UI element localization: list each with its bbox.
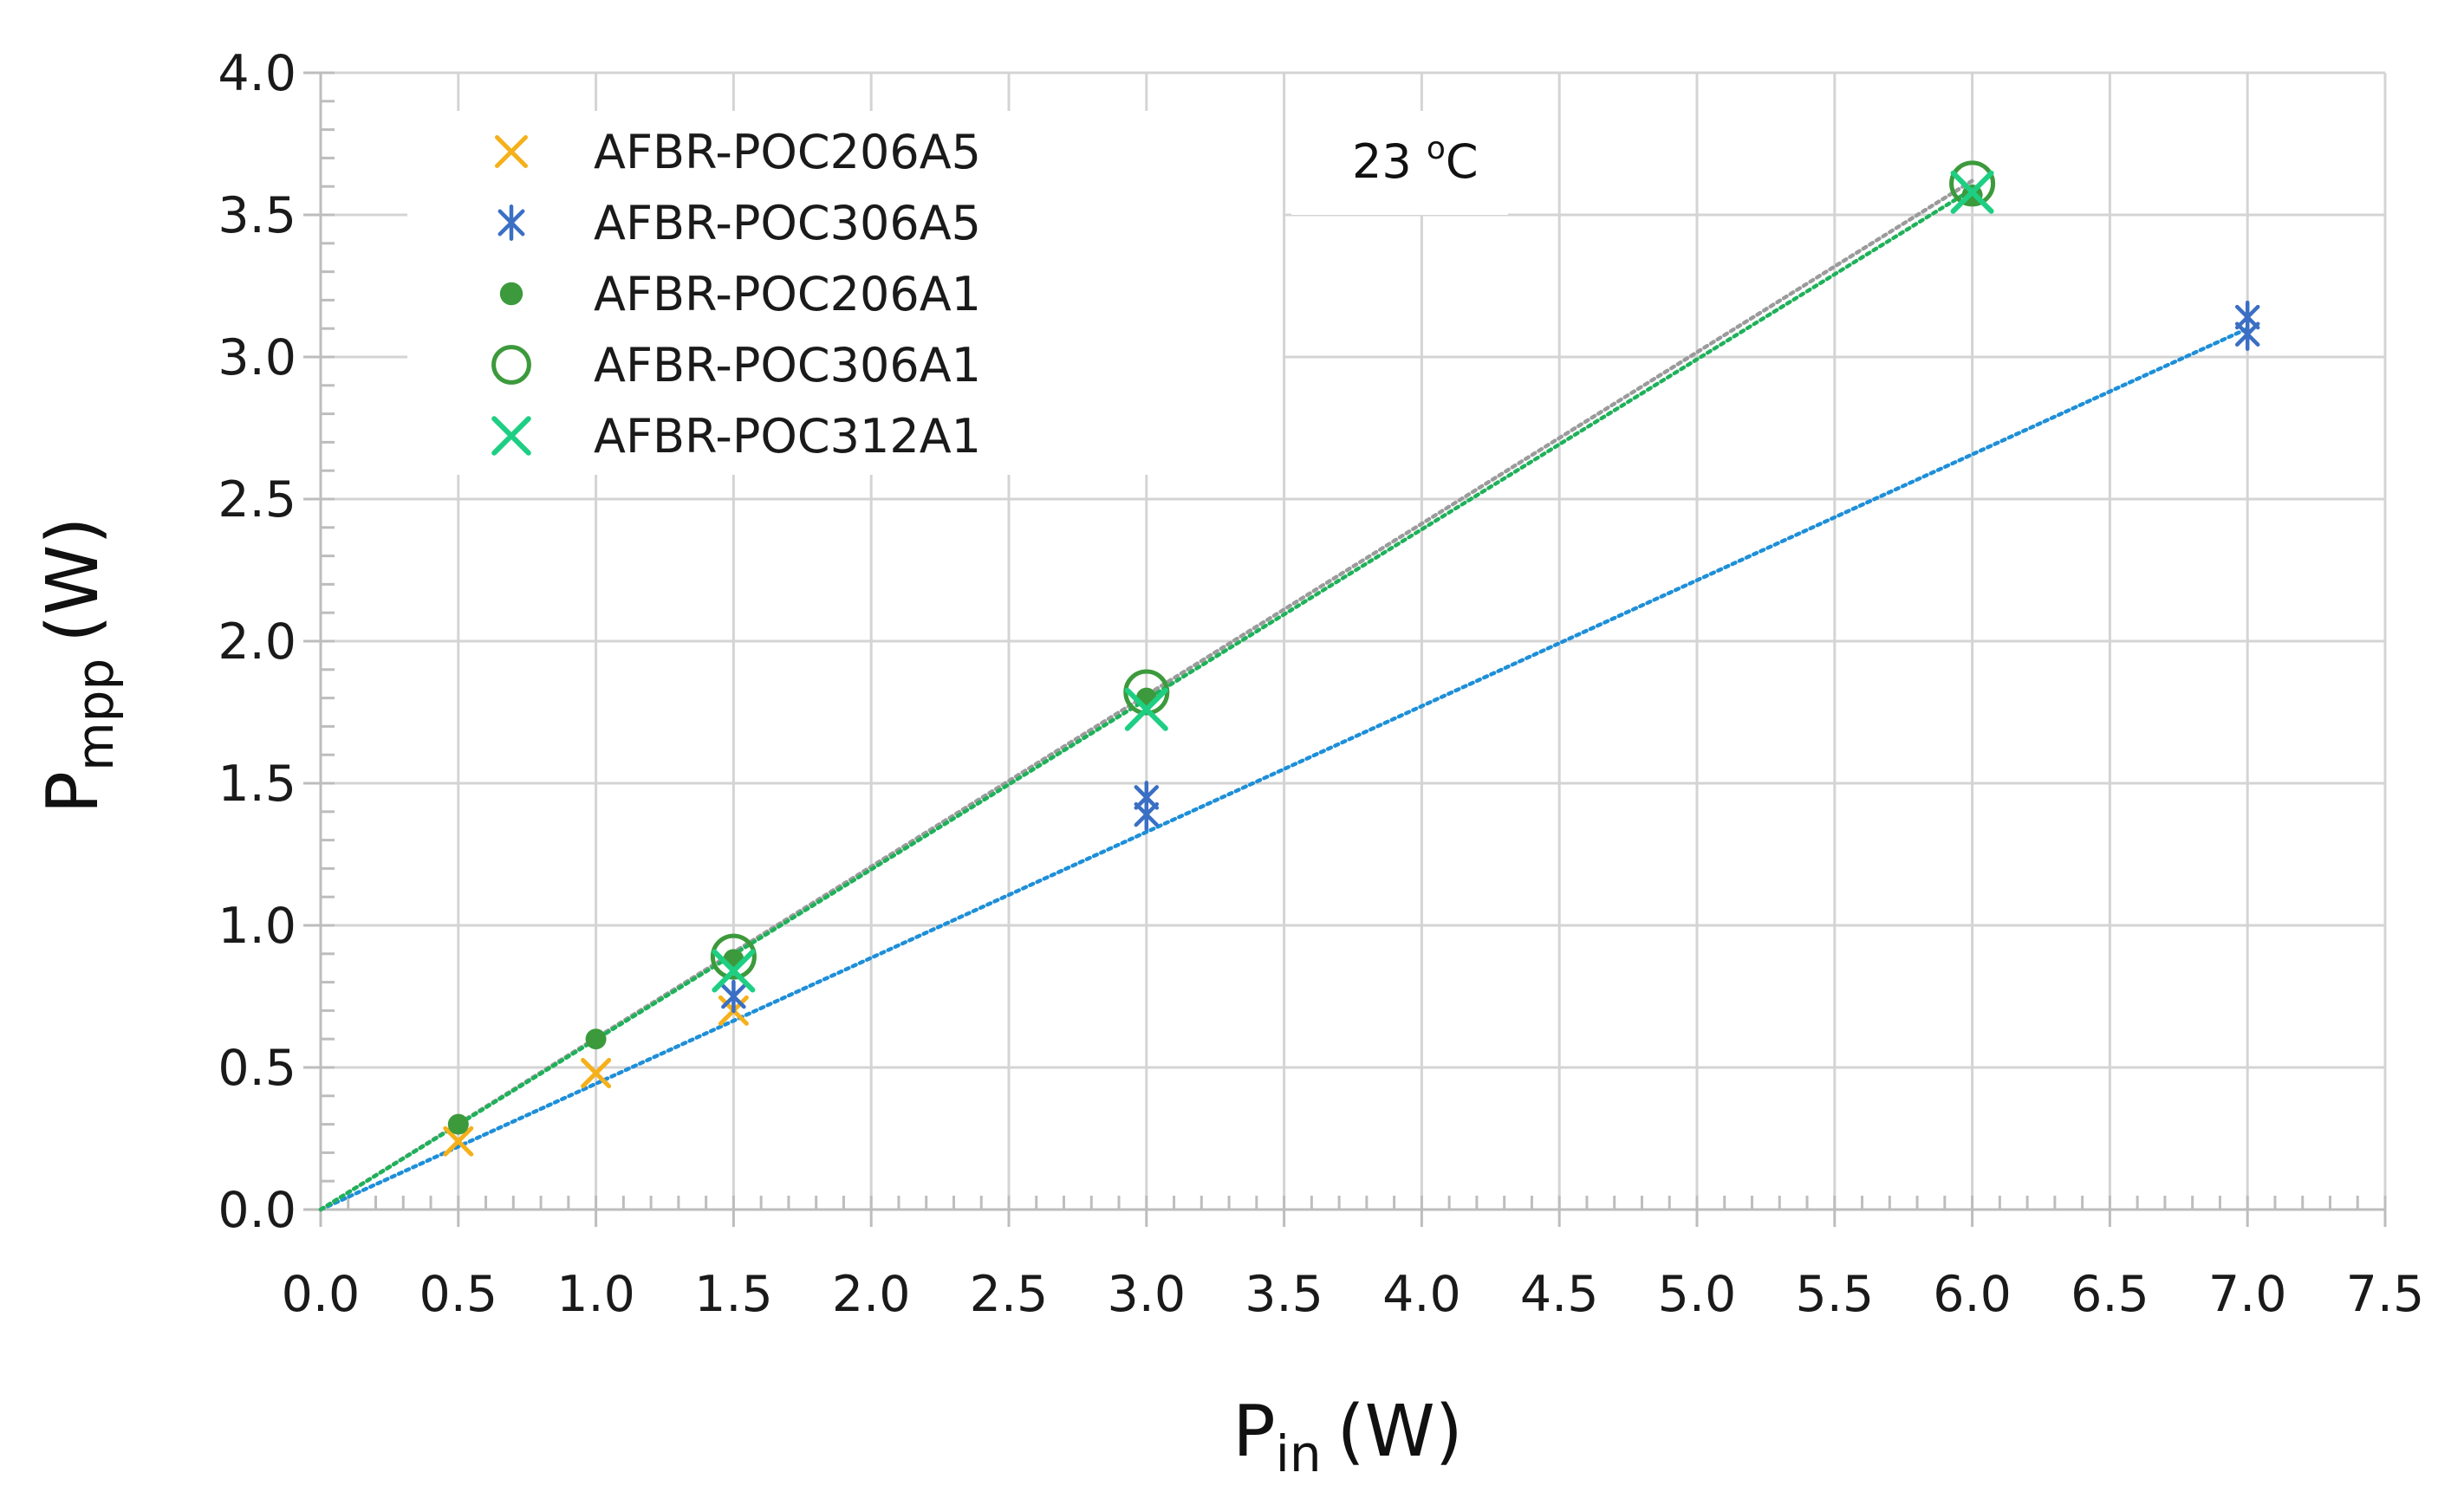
legend-marker	[497, 204, 525, 241]
x-tick-label: 4.0	[1382, 1266, 1461, 1323]
data-point	[443, 1126, 474, 1157]
x-tick-label: 2.5	[970, 1266, 1049, 1323]
minor-ticks	[321, 71, 2387, 1210]
data-point	[710, 933, 757, 980]
x-tick-label: 3.0	[1107, 1266, 1186, 1323]
legend-label: AFBR-POC306A5	[594, 196, 981, 250]
data-point	[2234, 300, 2260, 334]
y-tick-label: 3.5	[218, 187, 296, 244]
data-point	[447, 1113, 469, 1135]
legend-entry: AFBR-POC206A5	[495, 125, 981, 179]
y-tick-label: 3.0	[218, 329, 296, 386]
data-point	[1123, 669, 1170, 716]
legend-marker	[491, 345, 531, 385]
legend-marker	[499, 282, 523, 306]
legend-marker	[491, 416, 531, 456]
axes	[303, 71, 2387, 1227]
annotation-text: 23 oC	[1352, 131, 1479, 189]
y-tick-label: 4.0	[218, 45, 296, 102]
x-tick-label: 4.5	[1520, 1266, 1599, 1323]
legend-label: AFBR-POC306A1	[594, 338, 981, 392]
data-point	[721, 979, 746, 1014]
x-tick-label: 2.0	[832, 1266, 911, 1323]
y-tick-label: 1.5	[218, 756, 296, 813]
legend-label: AFBR-POC206A5	[594, 125, 981, 179]
y-tick-label: 2.5	[218, 471, 296, 529]
y-tick-label: 0.5	[218, 1040, 296, 1097]
y-tick-label: 0.0	[218, 1182, 296, 1239]
x-tick-label: 6.5	[2071, 1266, 2149, 1323]
data-point	[1124, 687, 1168, 731]
y-tick-label: 1.0	[218, 898, 296, 955]
data-point	[1950, 170, 1994, 214]
legend-marker	[495, 135, 528, 168]
legend-entry: AFBR-POC206A1	[499, 267, 981, 321]
data-marks	[443, 160, 2260, 1157]
legend-entry: AFBR-POC312A1	[491, 409, 981, 464]
x-tick-label: 3.5	[1245, 1266, 1323, 1323]
data-point	[1949, 160, 1996, 207]
trendline	[318, 326, 2250, 1212]
y-tick-label: 2.0	[218, 613, 296, 671]
x-tick-label: 0.5	[419, 1266, 497, 1323]
x-tick-label: 5.5	[1795, 1266, 1874, 1323]
legend-entry: AFBR-POC306A1	[491, 338, 981, 392]
temperature-annotation: 23 oC	[1291, 111, 1508, 215]
x-tick-label: 1.0	[556, 1266, 635, 1323]
x-tick-label: 7.5	[2346, 1266, 2425, 1323]
x-axis-title: Pin (W)	[1232, 1391, 1462, 1483]
y-axis-title: Pmpp(W)	[32, 517, 125, 814]
x-tick-label: 7.0	[2208, 1266, 2287, 1323]
data-point	[581, 1058, 612, 1089]
x-tick-label: 0.0	[282, 1266, 361, 1323]
legend-label: AFBR-POC312A1	[594, 409, 981, 464]
data-point	[712, 949, 756, 993]
legend-entry: AFBR-POC306A5	[497, 196, 981, 250]
annotation-box	[1291, 111, 1508, 215]
tick-labels: 0.0 0.5 1.0 1.5 2.0 2.5 3.0 3.5 4.0 4.5 5.0 5.5 6.0 6…	[218, 45, 2424, 1323]
data-point	[585, 1028, 607, 1050]
legend-box	[407, 111, 1283, 475]
legend-label: AFBR-POC206A1	[594, 267, 981, 321]
x-tick-label: 6.0	[1933, 1266, 2012, 1323]
x-tick-label: 1.5	[694, 1266, 773, 1323]
x-tick-label: 5.0	[1658, 1266, 1737, 1323]
legend: AFBR-POC206A5 AFBR-POC306A5 AFBR-POC206A1 A…	[407, 111, 1283, 475]
data-point	[1134, 781, 1160, 814]
